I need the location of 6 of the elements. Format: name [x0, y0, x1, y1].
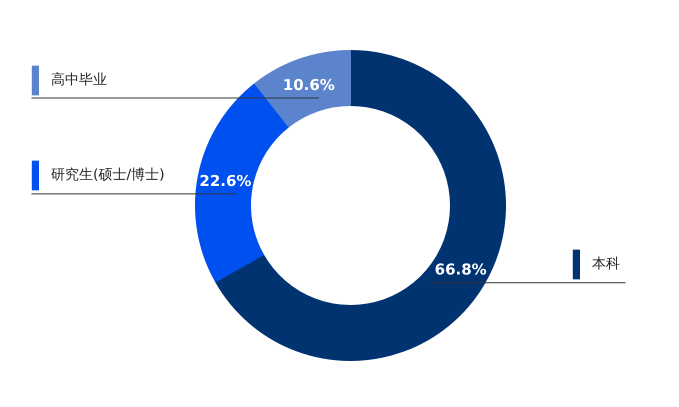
- legend-label: 本科: [592, 255, 620, 274]
- legend-label: 研究生(硕士/博士): [51, 166, 165, 186]
- data-label: 22.6%: [199, 172, 252, 190]
- data-label: 66.8%: [434, 260, 487, 279]
- legend-label: 高中毕业: [51, 70, 107, 90]
- data-label: 10.6%: [282, 76, 335, 94]
